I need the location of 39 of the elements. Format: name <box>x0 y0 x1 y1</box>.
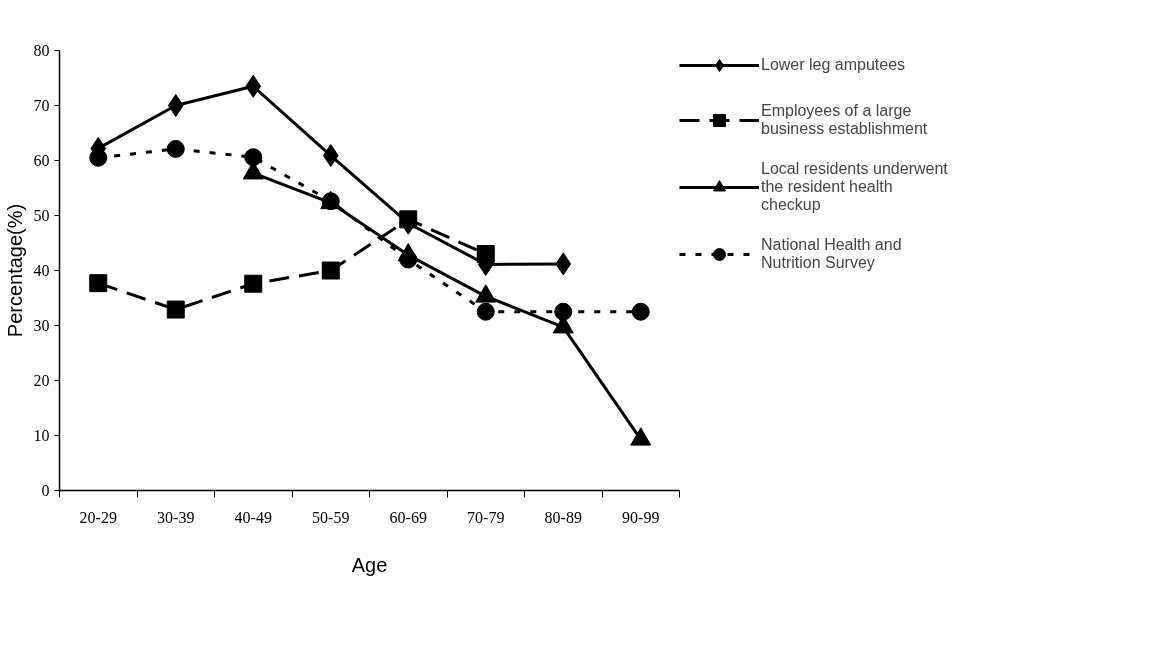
point <box>476 302 495 321</box>
legend-label: National Health and Nutrition Survey <box>761 236 902 272</box>
y-tick-label: 80 <box>33 42 50 59</box>
y-tick-label: 60 <box>33 152 50 169</box>
point <box>321 261 340 280</box>
x-tick-label: 40-49 <box>234 508 272 526</box>
x-tick-label: 30-39 <box>157 508 195 526</box>
point <box>244 274 263 293</box>
point <box>399 210 418 229</box>
x-tick-label: 20-29 <box>79 508 117 526</box>
point <box>631 302 650 321</box>
y-axis-title: Percentage(%) <box>3 203 26 338</box>
point <box>476 245 495 263</box>
x-tick-label: 50-59 <box>312 508 350 526</box>
x-tick-label: 80-89 <box>544 508 582 526</box>
point <box>166 300 185 319</box>
point <box>167 94 184 117</box>
point <box>245 74 262 98</box>
x-tick-label: 70-79 <box>467 508 505 526</box>
point <box>555 252 572 276</box>
legend-label: Local residents underwent the resident health checkup <box>761 160 948 214</box>
y-tick-label: 40 <box>33 262 50 279</box>
point <box>89 274 108 293</box>
legend-label: Employees of a large business establishment <box>761 102 928 138</box>
point <box>322 144 339 168</box>
y-tick-label: 0 <box>41 482 50 499</box>
y-tick-label: 20 <box>33 372 50 389</box>
y-tick-label: 70 <box>33 97 50 114</box>
point <box>244 148 263 167</box>
y-tick-label: 30 <box>33 317 50 334</box>
point <box>166 139 185 158</box>
legend-label: Lower leg amputees <box>761 56 906 74</box>
x-tick-label: 90-99 <box>622 508 660 526</box>
x-axis-title: Age <box>351 553 388 576</box>
y-tick-label: 50 <box>33 207 50 224</box>
x-tick-label: 60-69 <box>389 508 427 526</box>
point <box>399 250 418 269</box>
y-tick-label: 10 <box>33 427 50 444</box>
point <box>554 302 573 321</box>
